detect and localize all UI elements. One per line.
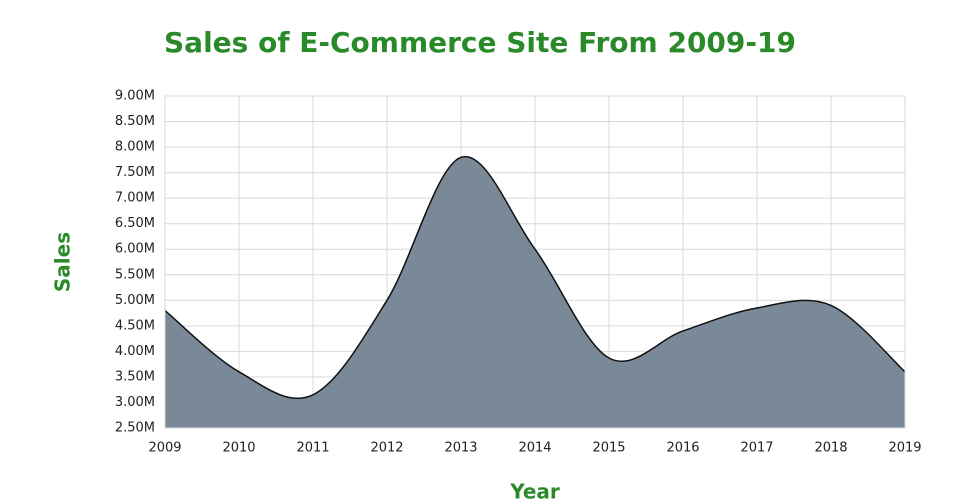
x-tick-label: 2014 bbox=[518, 441, 551, 456]
x-tick-label: 2010 bbox=[222, 441, 255, 456]
area bbox=[165, 156, 905, 428]
x-tick-label: 2011 bbox=[296, 441, 329, 456]
y-tick-label: 6.50M bbox=[115, 216, 155, 231]
x-axis-label: Year bbox=[509, 480, 560, 500]
y-tick-label: 7.50M bbox=[115, 165, 155, 180]
x-tick-label: 2018 bbox=[814, 441, 847, 456]
y-tick-label: 9.00M bbox=[115, 89, 155, 104]
y-tick-label: 8.00M bbox=[115, 140, 155, 155]
x-tick-label: 2016 bbox=[666, 441, 699, 456]
y-axis-label: Sales bbox=[51, 232, 75, 292]
y-tick-label: 5.50M bbox=[115, 267, 155, 282]
x-tick-label: 2017 bbox=[740, 441, 773, 456]
x-tick-label: 2009 bbox=[148, 441, 181, 456]
x-tick-label: 2019 bbox=[888, 441, 921, 456]
y-tick-label: 5.00M bbox=[115, 293, 155, 308]
y-tick-label: 3.50M bbox=[115, 369, 155, 384]
chart-title: Sales of E-Commerce Site From 2009-19 bbox=[164, 26, 796, 59]
area-outline bbox=[164, 155, 906, 400]
y-tick-label: 2.50M bbox=[115, 421, 155, 436]
x-tick-label: 2012 bbox=[370, 441, 403, 456]
y-tick-label: 3.00M bbox=[115, 395, 155, 410]
x-tick-label: 2015 bbox=[592, 441, 625, 456]
plot-border bbox=[164, 95, 906, 429]
y-tick-label: 4.50M bbox=[115, 318, 155, 333]
y-tick-label: 8.50M bbox=[115, 114, 155, 129]
y-tick-label: 4.00M bbox=[115, 344, 155, 359]
x-tick-label: 2013 bbox=[444, 441, 477, 456]
y-tick-label: 6.00M bbox=[115, 242, 155, 257]
y-tick-label: 7.00M bbox=[115, 191, 155, 206]
